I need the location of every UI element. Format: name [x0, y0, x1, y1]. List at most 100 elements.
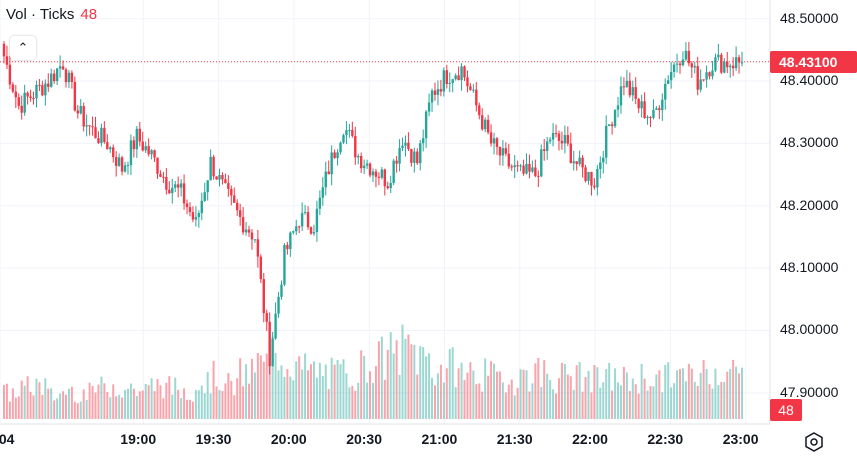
volume-bar [150, 378, 153, 419]
candle-body [247, 229, 251, 233]
time-tick-label: 20:30 [346, 431, 382, 447]
volume-bar [259, 355, 262, 419]
volume-bar [596, 367, 599, 419]
candle-body [531, 167, 534, 172]
candle-body [117, 157, 121, 166]
volume-bar [543, 360, 546, 419]
time-tick-label: 22:30 [647, 431, 684, 447]
volume-bar [307, 370, 310, 419]
candle-body [194, 217, 198, 220]
candle-body [427, 102, 431, 112]
volume-bar [197, 390, 200, 419]
volume-bar [557, 378, 560, 419]
volume-bar [661, 392, 664, 419]
volume-bar [664, 364, 667, 419]
volume-bar [118, 394, 121, 419]
candle-body [540, 149, 543, 177]
candle-body [607, 124, 611, 126]
candle-body [112, 147, 115, 158]
candle-body [351, 129, 354, 136]
candle-body [197, 213, 201, 218]
volume-bar [457, 368, 460, 419]
settings-button[interactable] [802, 430, 826, 454]
candle-body [58, 66, 62, 69]
candle-body [483, 119, 487, 130]
candle-body [315, 208, 319, 233]
volume-bar [410, 344, 413, 419]
candle-body [179, 183, 183, 188]
candle-body [168, 189, 171, 194]
candle-body [61, 66, 65, 70]
candle-body [655, 108, 658, 110]
candle-body [569, 143, 572, 164]
candle-body [649, 116, 652, 118]
candle-body [109, 147, 112, 150]
volume-bar [8, 401, 11, 419]
volume-bar [274, 353, 277, 419]
candle-body [678, 63, 682, 66]
volume-bar [590, 392, 593, 419]
candle-body [277, 296, 280, 314]
volume-bar [717, 385, 720, 419]
candle-body [566, 135, 570, 144]
volume-bar [203, 393, 206, 419]
volume-bar [62, 391, 65, 419]
candle-body [256, 239, 260, 257]
candle-body [702, 79, 705, 81]
candle-body [507, 153, 510, 167]
candle-body [386, 186, 389, 189]
volume-bar [560, 362, 563, 419]
candle-body [203, 192, 206, 201]
candle-body [147, 146, 150, 155]
candle-body [324, 171, 327, 188]
volume-bar [330, 357, 333, 419]
volume-bar [720, 381, 723, 419]
volume-bar [183, 388, 186, 419]
candle-body [17, 97, 20, 106]
volume-tag: 48 [770, 399, 802, 421]
candle-body [619, 86, 623, 106]
volume-bar [283, 377, 286, 419]
candle-body [637, 98, 640, 109]
candle-body [563, 135, 567, 144]
candle-body [593, 185, 596, 188]
candle-body [545, 141, 549, 151]
candle-body [616, 105, 620, 110]
volume-bar [563, 363, 566, 419]
candle-body [413, 151, 416, 163]
candle-body [79, 106, 82, 114]
candle-body [554, 132, 558, 134]
volume-bar [673, 383, 676, 419]
volume-bar [413, 344, 416, 419]
candle-body [11, 84, 15, 92]
candle-body [457, 75, 460, 81]
volume-bar [389, 332, 392, 419]
candle-body [182, 183, 186, 204]
volume-bar [431, 377, 434, 419]
volume-bar [106, 392, 109, 419]
volume-bar [38, 382, 41, 419]
volume-bar [504, 392, 507, 419]
volume-bar [268, 341, 271, 419]
volume-bar [100, 376, 103, 419]
volume-bar [454, 387, 457, 419]
volume-bar [507, 384, 510, 419]
volume-bar [3, 384, 5, 419]
candle-body [165, 176, 168, 190]
volume-bar [735, 366, 738, 419]
collapse-button[interactable]: ⌃ [10, 36, 36, 60]
candle-body [675, 63, 679, 65]
volume-bar [372, 382, 374, 419]
candle-body [669, 71, 673, 81]
candle-body [141, 141, 144, 151]
candle-body [8, 64, 12, 85]
volume-bar [451, 347, 454, 419]
candle-body [174, 184, 177, 188]
candle-body [342, 135, 345, 143]
volume-bar [696, 385, 699, 419]
volume-bar [493, 363, 496, 419]
volume-bar [670, 387, 673, 419]
volume-bar [286, 369, 289, 419]
candle-body [144, 146, 147, 151]
